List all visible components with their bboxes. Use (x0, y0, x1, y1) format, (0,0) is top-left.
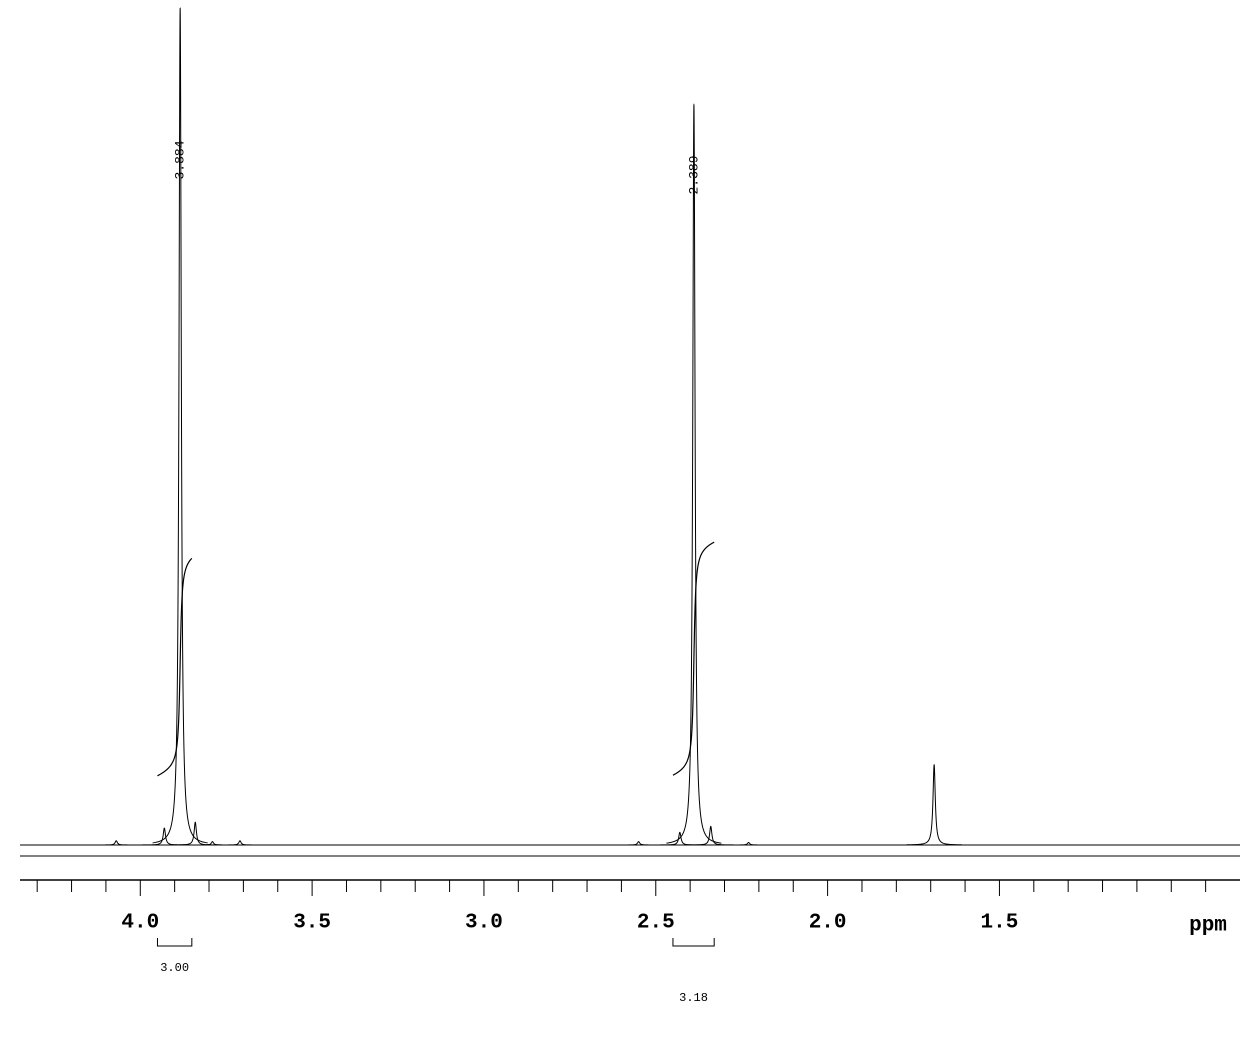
x-tick-label: 3.5 (293, 912, 331, 935)
integral-label: 3.00 (160, 961, 189, 975)
peak (611, 841, 667, 846)
x-tick-label: 2.5 (637, 912, 675, 935)
peak (136, 827, 192, 846)
integral-curve (672, 541, 715, 776)
peak (721, 841, 777, 846)
integral-label: 3.18 (679, 991, 708, 1005)
peak (88, 840, 144, 846)
x-tick-label: 1.5 (981, 912, 1019, 935)
integral-bracket (672, 938, 715, 947)
peak (666, 103, 722, 844)
peak (167, 821, 223, 846)
peak (906, 764, 962, 846)
peak-label: 3.884 (173, 140, 188, 179)
x-tick-label: 4.0 (121, 912, 159, 935)
x-tick-label: 2.0 (809, 912, 847, 935)
x-axis-label: ppm (1189, 915, 1227, 938)
peak (152, 7, 208, 844)
integral-bracket (156, 938, 193, 947)
integral-curve (157, 557, 193, 777)
peak (683, 825, 739, 846)
peak (212, 840, 268, 846)
x-tick-label: 3.0 (465, 912, 503, 935)
peak-label: 2.389 (686, 155, 701, 194)
